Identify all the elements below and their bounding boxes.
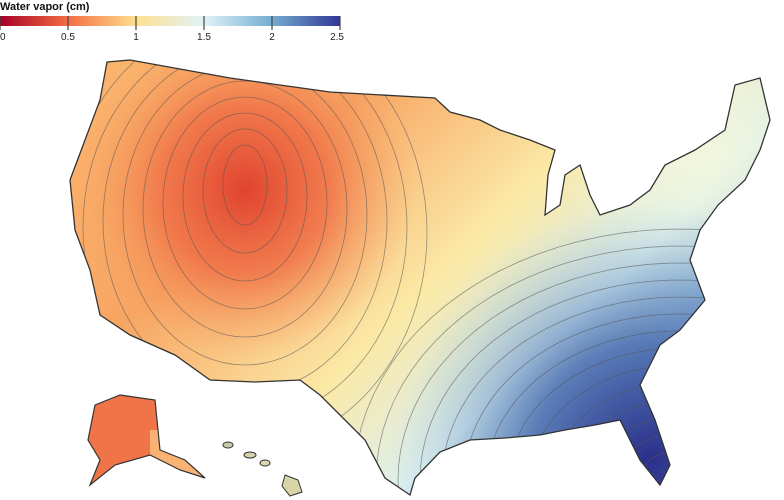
color-legend: 0 0.5 1 1.5 2 2.5 bbox=[0, 16, 344, 43]
legend-tick-label: 1.5 bbox=[197, 32, 211, 43]
hawaii bbox=[222, 441, 303, 497]
legend-tick-label: 2.5 bbox=[330, 32, 344, 43]
contour-line bbox=[162, 96, 328, 310]
legend-tick-label: 2 bbox=[269, 32, 275, 43]
contour-line bbox=[595, 415, 765, 495]
contour-line bbox=[182, 112, 308, 282]
legend-title: Water vapor (cm) bbox=[0, 1, 90, 13]
legend-colorbar bbox=[0, 16, 340, 26]
contour-line bbox=[441, 296, 770, 495]
legend-tick-label: 0 bbox=[0, 32, 6, 43]
contour-line bbox=[397, 262, 770, 495]
contour-line bbox=[485, 330, 770, 495]
alaska bbox=[87, 394, 206, 487]
contour-line bbox=[507, 347, 770, 495]
legend-tick-label: 1 bbox=[133, 32, 139, 43]
contour-line bbox=[202, 128, 288, 254]
contour-line bbox=[375, 245, 770, 495]
contour-line bbox=[222, 144, 268, 226]
contour-line bbox=[82, 60, 408, 422]
contour-line bbox=[419, 279, 770, 495]
legend-tick-label: 0.5 bbox=[61, 32, 75, 43]
contour-line bbox=[463, 313, 770, 495]
contour-line bbox=[353, 228, 770, 495]
contour-line bbox=[142, 80, 348, 338]
